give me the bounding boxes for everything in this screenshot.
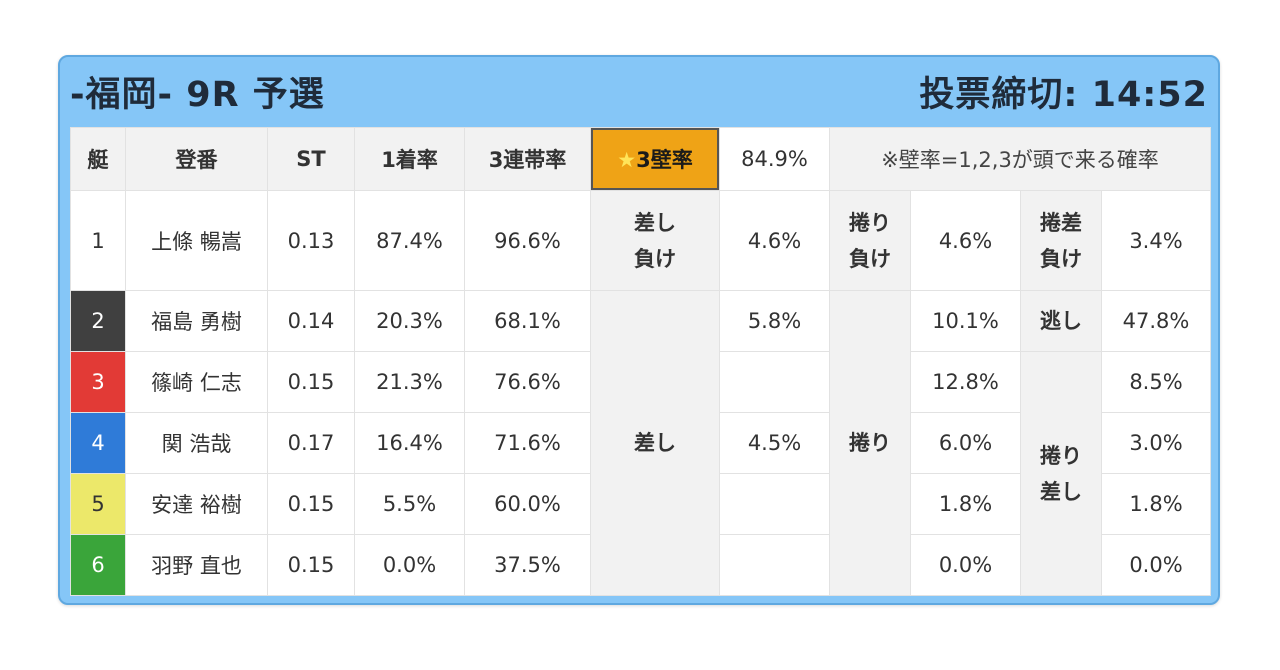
makurisashi-value-4: 3.0% bbox=[1101, 412, 1211, 474]
racer-name: 福島 勇樹 bbox=[125, 290, 268, 352]
makuri-value-6: 0.0% bbox=[910, 534, 1021, 596]
nige-value: 47.8% bbox=[1101, 290, 1211, 352]
wall-rate-value: 84.9% bbox=[719, 127, 830, 191]
makuri-make-value: 4.6% bbox=[910, 190, 1021, 291]
boat-number-6: 6 bbox=[70, 534, 126, 596]
first-rate-value: 21.3% bbox=[354, 351, 465, 413]
st-value: 0.15 bbox=[267, 473, 355, 535]
first-rate-value: 0.0% bbox=[354, 534, 465, 596]
voting-deadline: 投票締切: 14:52 bbox=[919, 75, 1208, 115]
wall-rate-button[interactable]: ★3壁率 bbox=[590, 127, 720, 191]
table-row: 3 篠崎 仁志 0.15 21.3% 76.6% 12.8% 捲り 差し 8.5% bbox=[70, 351, 1211, 596]
first-rate-value: 87.4% bbox=[354, 190, 465, 291]
racer-name: 上條 暢嵩 bbox=[125, 190, 268, 291]
racer-name: 関 浩哉 bbox=[125, 412, 268, 474]
table-header-row: 艇 登番 ST 1着率 3連帯率 ★3壁率 84.9% ※壁率=1,2,3が頭で… bbox=[70, 127, 1211, 191]
first-rate-value: 5.5% bbox=[354, 473, 465, 535]
st-value: 0.15 bbox=[267, 351, 355, 413]
sashi-make-value: 4.6% bbox=[719, 190, 830, 291]
wall-rate-label: 3壁率 bbox=[636, 148, 693, 172]
makurisashi-value-6: 0.0% bbox=[1101, 534, 1211, 596]
makurisashi-value-3: 8.5% bbox=[1101, 351, 1211, 413]
table-row: 6 羽野 直也 0.15 0.0% 37.5% 0.0% 0.0% bbox=[70, 534, 1211, 596]
st-value: 0.17 bbox=[267, 412, 355, 474]
header-st: ST bbox=[267, 127, 355, 191]
makurisashi-make-label: 捲差 負け bbox=[1020, 190, 1102, 291]
sashi-value-2: 5.8% bbox=[719, 290, 830, 352]
sashi-value-6 bbox=[719, 534, 830, 596]
boat-number-2: 2 bbox=[70, 290, 126, 352]
makuri-value-2: 10.1% bbox=[910, 290, 1021, 352]
makurisashi-label: 捲り 差し bbox=[1020, 351, 1102, 596]
sashi-value-3 bbox=[719, 351, 830, 413]
makurisashi-value-5: 1.8% bbox=[1101, 473, 1211, 535]
table-row: 2 福島 勇樹 0.14 20.3% 68.1% 差し 5.8% 捲り 10.1… bbox=[70, 290, 1211, 596]
st-value: 0.15 bbox=[267, 534, 355, 596]
race-card: -福岡- 9R 予選 投票締切: 14:52 艇 登番 ST 1着率 bbox=[58, 55, 1220, 605]
makurisashi-make-value: 3.4% bbox=[1101, 190, 1211, 291]
top3-rate-value: 68.1% bbox=[464, 290, 591, 352]
sashi-label: 差し bbox=[590, 290, 720, 596]
table-row: 1 上條 暢嵩 0.13 87.4% 96.6% 差し 負け 4.6% 捲り 負け … bbox=[70, 190, 1211, 291]
st-value: 0.14 bbox=[267, 290, 355, 352]
makuri-label: 捲り bbox=[829, 290, 911, 596]
boat-number-5: 5 bbox=[70, 473, 126, 535]
header-registration: 登番 bbox=[125, 127, 268, 191]
boat-number-4: 4 bbox=[70, 412, 126, 474]
star-icon: ★ bbox=[617, 148, 637, 172]
makuri-value-5: 1.8% bbox=[910, 473, 1021, 535]
header-boat: 艇 bbox=[70, 127, 126, 191]
makuri-value-4: 6.0% bbox=[910, 412, 1021, 474]
top3-rate-value: 76.6% bbox=[464, 351, 591, 413]
st-value: 0.13 bbox=[267, 190, 355, 291]
header-first-rate: 1着率 bbox=[354, 127, 465, 191]
first-rate-value: 16.4% bbox=[354, 412, 465, 474]
makuri-value-3: 12.8% bbox=[910, 351, 1021, 413]
race-title: -福岡- 9R 予選 bbox=[70, 75, 325, 115]
racer-name: 篠崎 仁志 bbox=[125, 351, 268, 413]
wall-rate-note: ※壁率=1,2,3が頭で来る確率 bbox=[829, 127, 1211, 191]
boat-number-1: 1 bbox=[70, 190, 126, 291]
race-stats-table: 艇 登番 ST 1着率 3連帯率 ★3壁率 84.9% ※壁率=1,2,3が頭で… bbox=[70, 127, 1211, 596]
sashi-make-label: 差し 負け bbox=[590, 190, 720, 291]
racer-name: 羽野 直也 bbox=[125, 534, 268, 596]
header-top3-rate: 3連帯率 bbox=[464, 127, 591, 191]
makuri-make-label: 捲り 負け bbox=[829, 190, 911, 291]
top3-rate-value: 37.5% bbox=[464, 534, 591, 596]
sashi-value-4: 4.5% bbox=[719, 412, 830, 474]
table-row: 5 安達 裕樹 0.15 5.5% 60.0% 1.8% 1.8% bbox=[70, 473, 1211, 535]
nige-label: 逃し bbox=[1020, 290, 1102, 352]
top3-rate-value: 71.6% bbox=[464, 412, 591, 474]
sashi-value-5 bbox=[719, 473, 830, 535]
top3-rate-value: 60.0% bbox=[464, 473, 591, 535]
racer-name: 安達 裕樹 bbox=[125, 473, 268, 535]
top3-rate-value: 96.6% bbox=[464, 190, 591, 291]
boat-number-3: 3 bbox=[70, 351, 126, 413]
first-rate-value: 20.3% bbox=[354, 290, 465, 352]
